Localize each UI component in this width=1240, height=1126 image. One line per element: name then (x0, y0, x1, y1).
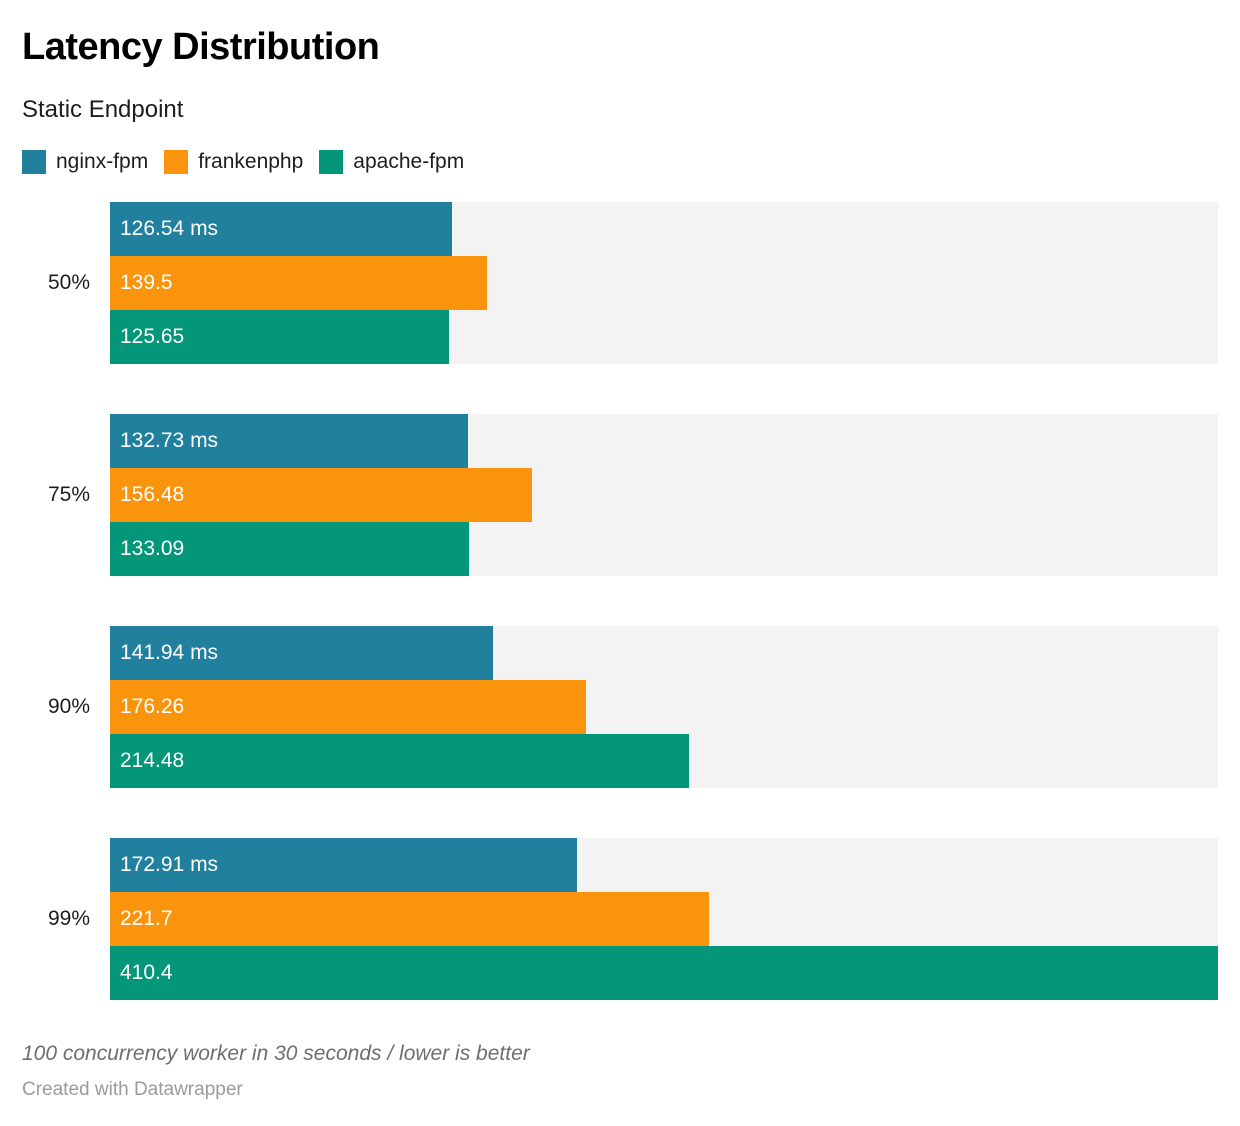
bar-value-label: 221.7 (120, 907, 173, 931)
legend-label: frankenphp (198, 150, 304, 174)
bar-track: 141.94 ms 176.26 214.48 (110, 626, 1218, 789)
category-label: 75% (47, 483, 90, 507)
bar-apache-fpm-90%: 214.48 (110, 734, 690, 789)
bar-value-label: 141.94 ms (120, 641, 219, 665)
legend-swatch-icon (22, 150, 46, 175)
bar-value-label: 410.4 (120, 961, 173, 985)
bar-frankenphp-99%: 221.7 (110, 892, 709, 947)
bar-value-label: 172.91 ms (120, 853, 219, 877)
bar-frankenphp-50%: 139.5 (110, 256, 487, 311)
attribution-link[interactable]: Created with Datawrapper (22, 1079, 243, 1101)
legend-label: apache-fpm (353, 150, 465, 174)
footnote: 100 concurrency worker in 30 seconds / l… (22, 1042, 530, 1066)
bar-value-label: 132.73 ms (120, 429, 219, 453)
chart-title: Latency Distribution (22, 26, 380, 68)
legend-label: nginx-fpm (56, 150, 149, 174)
bar-group-99%: 99% 172.91 ms 221.7 410.4 (22, 838, 1218, 1001)
bar-track: 172.91 ms 221.7 410.4 (110, 838, 1218, 1001)
chart-subtitle: Static Endpoint (22, 95, 184, 123)
bar-frankenphp-75%: 156.48 (110, 468, 533, 523)
bar-apache-fpm-75%: 133.09 (110, 522, 470, 577)
bar-frankenphp-90%: 176.26 (110, 680, 586, 735)
legend: nginx-fpm frankenphp apache-fpm (22, 150, 1218, 175)
bar-value-label: 125.65 (120, 325, 185, 349)
category-label: 50% (47, 271, 90, 295)
bar-nginx-fpm-75%: 132.73 ms (110, 414, 469, 469)
bar-value-label: 214.48 (120, 749, 185, 773)
bar-track: 132.73 ms 156.48 133.09 (110, 414, 1218, 577)
bar-value-label: 133.09 (120, 537, 185, 561)
bar-group-90%: 90% 141.94 ms 176.26 214.48 (22, 626, 1218, 789)
category-label: 90% (47, 695, 90, 719)
bar-value-label: 139.5 (120, 271, 173, 295)
legend-item-frankenphp: frankenphp (164, 150, 304, 175)
bar-nginx-fpm-50%: 126.54 ms (110, 202, 452, 257)
bar-value-label: 126.54 ms (120, 217, 219, 241)
bar-apache-fpm-50%: 125.65 (110, 310, 450, 365)
legend-swatch-icon (319, 150, 344, 175)
bar-track: 126.54 ms 139.5 125.65 (110, 202, 1218, 365)
bar-value-label: 156.48 (120, 483, 185, 507)
bar-apache-fpm-99%: 410.4 (110, 946, 1218, 1001)
legend-swatch-icon (164, 150, 189, 175)
bar-group-50%: 50% 126.54 ms 139.5 125.65 (22, 202, 1218, 365)
bar-nginx-fpm-90%: 141.94 ms (110, 626, 494, 681)
category-label: 99% (47, 907, 90, 931)
bar-group-75%: 75% 132.73 ms 156.48 133.09 (22, 414, 1218, 577)
bar-nginx-fpm-99%: 172.91 ms (110, 838, 577, 893)
bar-value-label: 176.26 (120, 695, 185, 719)
legend-item-apache-fpm: apache-fpm (319, 150, 465, 175)
legend-item-nginx-fpm: nginx-fpm (22, 150, 149, 175)
bar-chart: 50% 126.54 ms 139.5 125.65 75% 132.73 ms 156.4… (22, 202, 1218, 1001)
